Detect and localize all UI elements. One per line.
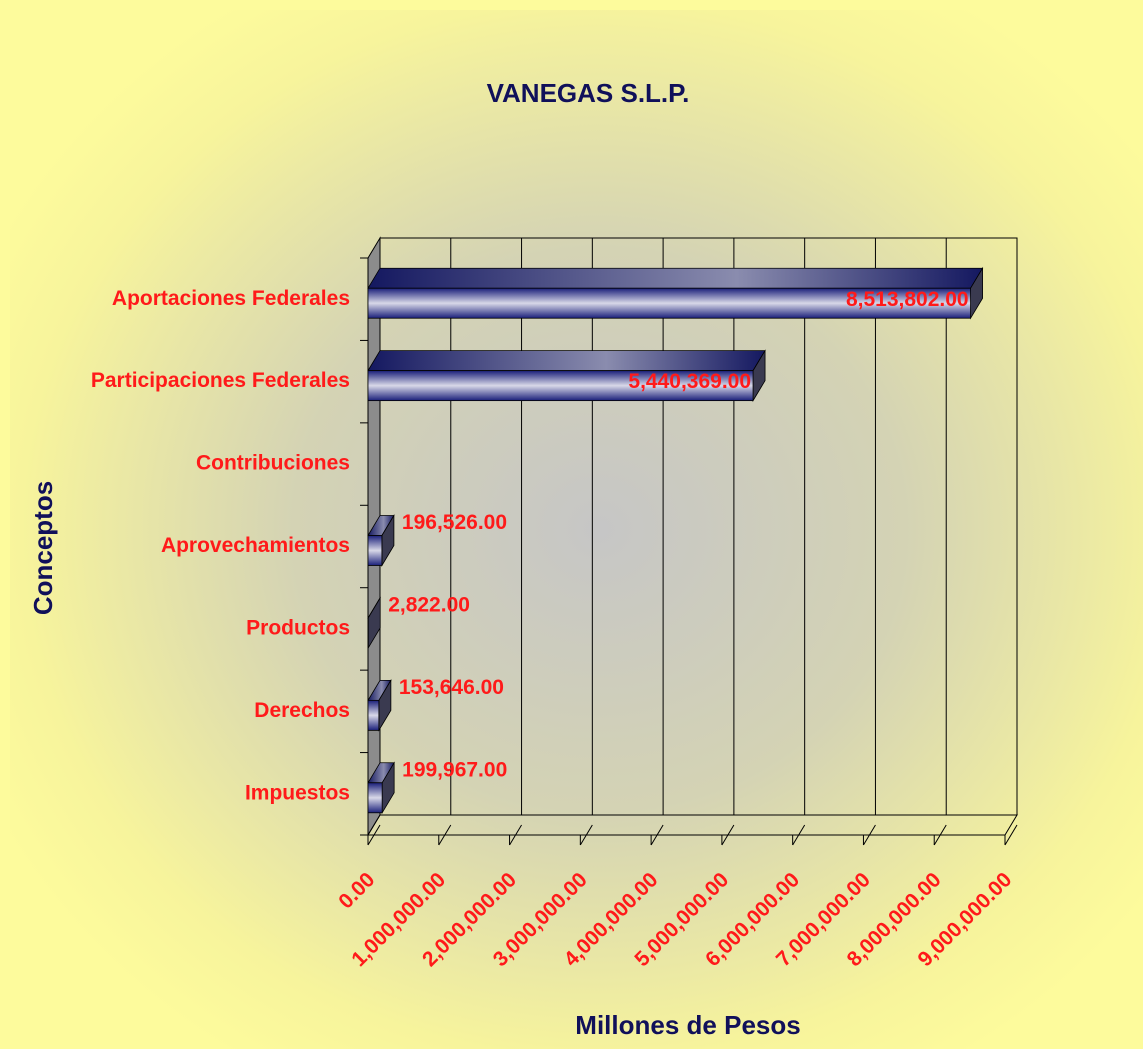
bar-face [367,287,971,319]
bar [367,514,395,567]
y-tick-label: Impuestos [245,781,350,804]
y-tick-label: Aportaciones Federales [112,287,350,310]
value-label: 5,440,369.00 [628,370,751,393]
bar-face [367,267,984,289]
x-tick [933,824,947,846]
x-tick [792,824,806,846]
value-label: 196,526.00 [402,511,507,534]
value-label: 2,822.00 [388,593,470,616]
y-tick-label: Participaciones Federales [91,369,350,392]
x-tick [509,824,522,846]
x-axis-title: Millones de Pesos [575,1010,800,1040]
bar-face [367,350,766,372]
bar [367,266,984,320]
y-tick-label: Aprovechamientos [161,534,350,557]
bar [367,596,381,650]
y-axis-title: Conceptos [28,481,58,615]
bar-face [367,699,380,731]
bar [367,761,395,815]
chart-title: VANEGAS S.L.P. [487,78,690,108]
bar-face [367,535,383,566]
bar-face [367,370,754,402]
value-label: 153,646.00 [399,676,504,699]
bar-face [367,782,383,814]
x-tick [650,824,664,846]
x-tick [438,824,452,846]
x-tick [579,824,593,846]
x-tick [721,824,735,846]
y-tick-label: Derechos [254,699,350,722]
y-tick-label: Contribuciones [196,452,350,475]
x-tick [367,824,381,846]
bar [367,349,766,403]
plot-background [10,10,1143,1049]
bar [367,678,392,732]
value-label: 8,513,802.00 [846,288,969,311]
y-tick-label: Productos [246,616,350,639]
x-tick [863,824,876,846]
value-label: 199,967.00 [402,758,507,781]
x-tick [1004,824,1018,846]
